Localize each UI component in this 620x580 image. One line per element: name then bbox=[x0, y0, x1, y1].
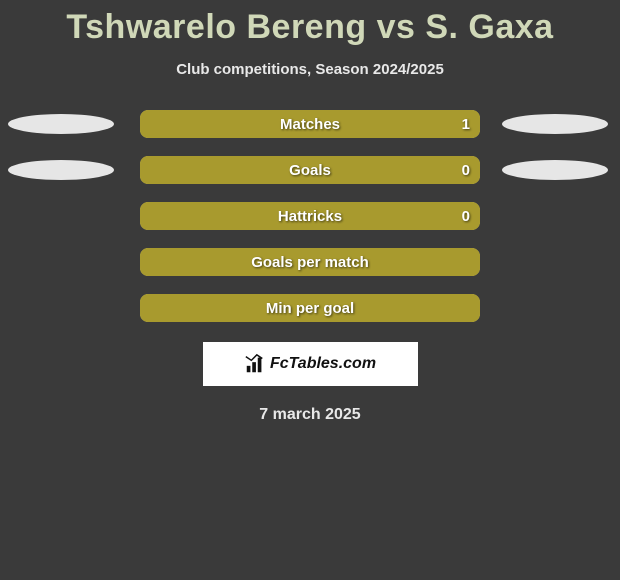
left-marker-ellipse bbox=[6, 158, 116, 182]
page-title: Tshwarelo Bereng vs S. Gaxa bbox=[66, 8, 553, 47]
stat-bar-matches: Matches 1 bbox=[140, 110, 480, 138]
stat-bar-goals: Goals 0 bbox=[140, 156, 480, 184]
stat-row: Matches 1 bbox=[0, 110, 620, 138]
stat-rows: Matches 1 Goals 0 bbox=[0, 110, 620, 322]
bar-value: 1 bbox=[462, 116, 470, 133]
stat-bar-min-per-goal: Min per goal bbox=[140, 294, 480, 322]
date-label: 7 march 2025 bbox=[259, 406, 360, 424]
stat-row: Goals per match bbox=[0, 248, 620, 276]
bar-label: Goals bbox=[289, 162, 331, 179]
bar-value: 0 bbox=[462, 162, 470, 179]
stat-row: Goals 0 bbox=[0, 156, 620, 184]
bar-value: 0 bbox=[462, 208, 470, 225]
stat-row: Hattricks 0 bbox=[0, 202, 620, 230]
brand-badge: FcTables.com bbox=[203, 342, 418, 386]
bar-label: Min per goal bbox=[266, 300, 354, 317]
stat-bar-goals-per-match: Goals per match bbox=[140, 248, 480, 276]
right-marker-ellipse bbox=[500, 158, 610, 182]
left-marker-ellipse bbox=[6, 112, 116, 136]
bar-label: Matches bbox=[280, 116, 340, 133]
subtitle: Club competitions, Season 2024/2025 bbox=[176, 61, 444, 78]
bar-label: Goals per match bbox=[251, 254, 369, 271]
bar-label: Hattricks bbox=[278, 208, 342, 225]
brand-text: FcTables.com bbox=[270, 355, 376, 373]
comparison-infographic: Tshwarelo Bereng vs S. Gaxa Club competi… bbox=[0, 0, 620, 424]
stat-bar-hattricks: Hattricks 0 bbox=[140, 202, 480, 230]
bar-chart-icon bbox=[244, 353, 266, 375]
stat-row: Min per goal bbox=[0, 294, 620, 322]
right-marker-ellipse bbox=[500, 112, 610, 136]
